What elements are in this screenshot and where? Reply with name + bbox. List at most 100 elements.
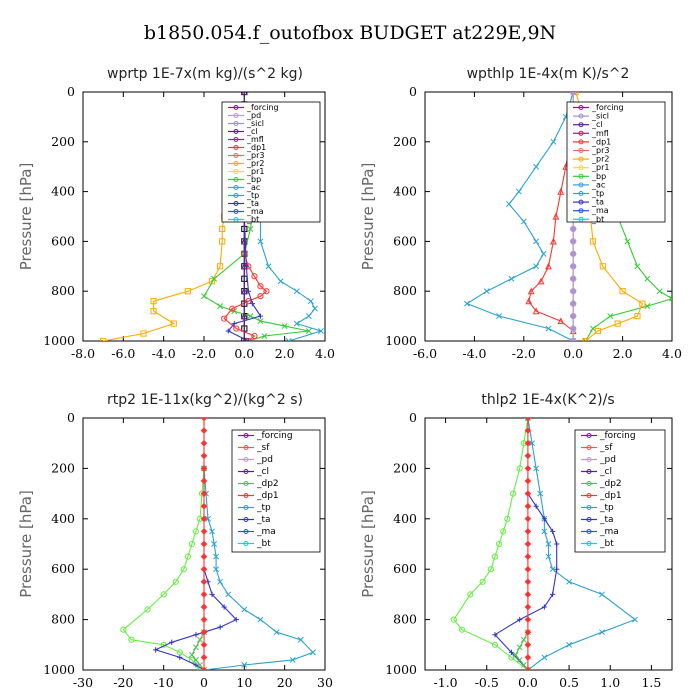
data-point bbox=[257, 283, 264, 290]
data-point bbox=[192, 528, 200, 535]
legend-marker bbox=[586, 457, 592, 462]
data-point bbox=[231, 320, 237, 327]
data-point bbox=[545, 553, 552, 560]
data-point bbox=[533, 263, 540, 270]
series-group bbox=[450, 418, 638, 670]
data-point bbox=[589, 238, 597, 245]
legend-marker bbox=[578, 139, 584, 145]
data-point bbox=[177, 654, 183, 660]
legend-marker bbox=[586, 433, 592, 438]
y-tick-label: 200 bbox=[393, 134, 417, 149]
data-point bbox=[524, 439, 532, 447]
data-point bbox=[281, 323, 288, 330]
data-point bbox=[545, 325, 552, 332]
data-point bbox=[249, 301, 255, 307]
data-point bbox=[554, 541, 560, 547]
data-point bbox=[240, 237, 248, 245]
y-tick-label: 800 bbox=[51, 283, 75, 298]
data-point bbox=[293, 288, 300, 295]
data-point bbox=[529, 440, 535, 447]
data-point bbox=[217, 263, 224, 270]
legend-label: _bt bbox=[599, 539, 614, 549]
legend-label: _pr3 bbox=[246, 151, 264, 160]
legend-marker bbox=[233, 201, 239, 206]
series-line bbox=[223, 253, 268, 341]
series-line bbox=[154, 569, 238, 670]
legend: _forcing_sicl_cl_mfl_dp1_pr3_pr2_pr1_bp_… bbox=[566, 101, 666, 224]
series-line bbox=[227, 216, 262, 341]
data-point bbox=[273, 629, 280, 636]
data-point bbox=[524, 465, 532, 472]
data-point bbox=[247, 225, 254, 232]
data-point bbox=[524, 654, 532, 661]
data-point bbox=[205, 515, 211, 522]
data-point bbox=[594, 327, 601, 335]
legend-marker bbox=[233, 161, 239, 166]
data-point bbox=[496, 540, 503, 548]
x-tick-label: 20 bbox=[277, 675, 293, 690]
series-line bbox=[528, 129, 574, 332]
data-point bbox=[245, 298, 252, 305]
y-tick-label: 0 bbox=[67, 410, 75, 425]
data-point bbox=[512, 651, 519, 658]
data-point bbox=[464, 300, 470, 307]
data-point bbox=[229, 305, 236, 312]
data-point bbox=[217, 578, 224, 585]
data-point bbox=[554, 566, 560, 572]
data-point bbox=[240, 262, 248, 270]
legend-label: _sicl bbox=[591, 112, 609, 121]
data-point bbox=[257, 238, 264, 245]
y-tick-label: 400 bbox=[393, 184, 417, 199]
data-point bbox=[570, 300, 577, 307]
y-tick-label: 1000 bbox=[385, 333, 417, 348]
data-point bbox=[160, 591, 167, 598]
data-point bbox=[570, 275, 577, 282]
legend-label: _mfl bbox=[246, 135, 264, 144]
data-point bbox=[240, 92, 248, 96]
data-point bbox=[541, 516, 547, 522]
series-line bbox=[465, 92, 574, 341]
data-point bbox=[491, 641, 499, 648]
y-tick-label: 600 bbox=[393, 233, 417, 248]
legend-marker bbox=[578, 130, 584, 136]
data-point bbox=[524, 418, 532, 422]
x-tick-label: -0.5 bbox=[475, 675, 499, 690]
x-tick-label: -4.0 bbox=[152, 346, 176, 361]
chart-panel-1: wprtp 1E-7x(m kg)/(s^2 kg) Pressure [hPa]… bbox=[17, 66, 335, 361]
data-point bbox=[200, 528, 208, 535]
y-tick-label: 0 bbox=[409, 410, 417, 425]
data-point bbox=[541, 654, 548, 661]
x-tick-label: 0.0 bbox=[234, 346, 254, 361]
data-point bbox=[200, 502, 208, 510]
data-point bbox=[221, 315, 228, 322]
data-point bbox=[524, 418, 531, 421]
data-point bbox=[669, 295, 672, 302]
legend-label: _ac bbox=[591, 180, 605, 189]
data-point bbox=[263, 288, 270, 295]
data-point bbox=[200, 490, 208, 497]
x-tick-label: 0.5 bbox=[559, 675, 579, 690]
series-line bbox=[122, 468, 205, 670]
legend-label: _pr2 bbox=[246, 159, 264, 168]
data-point bbox=[570, 325, 577, 332]
legend-label: _dp2 bbox=[256, 479, 279, 489]
legend-label: _tp bbox=[246, 191, 259, 200]
y-tick-label: 0 bbox=[67, 84, 75, 99]
y-tick-label: 200 bbox=[393, 460, 417, 475]
data-point bbox=[634, 263, 641, 270]
data-point bbox=[524, 667, 531, 670]
data-point bbox=[200, 666, 208, 670]
legend-marker bbox=[586, 505, 592, 510]
data-point bbox=[516, 656, 523, 663]
legend-marker bbox=[243, 445, 249, 450]
legend-label: _cl bbox=[246, 127, 258, 136]
data-point bbox=[524, 603, 532, 611]
data-point bbox=[200, 578, 208, 586]
legend-label: _forcing bbox=[599, 431, 636, 441]
data-point bbox=[153, 647, 159, 653]
data-point bbox=[200, 439, 208, 447]
data-point bbox=[200, 515, 208, 523]
data-point bbox=[200, 427, 208, 434]
legend-marker bbox=[578, 113, 584, 119]
legend-label: _cl bbox=[256, 467, 269, 477]
